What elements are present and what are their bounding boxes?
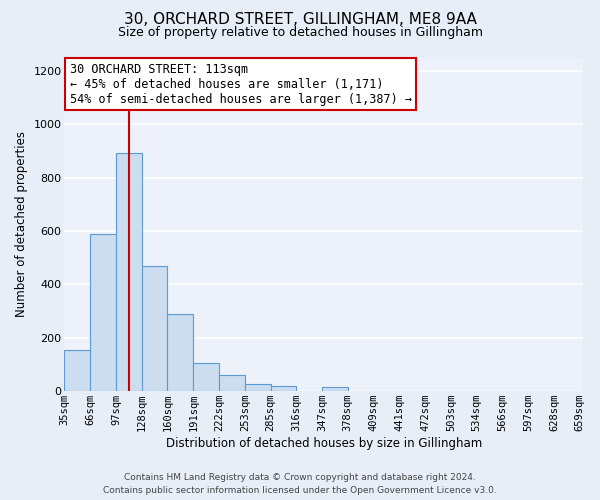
X-axis label: Distribution of detached houses by size in Gillingham: Distribution of detached houses by size … [166, 437, 482, 450]
Bar [64, 350, 90, 391]
Bar [90, 234, 116, 391]
Text: Size of property relative to detached houses in Gillingham: Size of property relative to detached ho… [118, 26, 482, 39]
Bar [116, 153, 142, 391]
Bar [142, 266, 167, 391]
Bar [219, 374, 245, 391]
Bar [167, 314, 193, 391]
Text: Contains HM Land Registry data © Crown copyright and database right 2024.
Contai: Contains HM Land Registry data © Crown c… [103, 474, 497, 495]
Text: 30, ORCHARD STREET, GILLINGHAM, ME8 9AA: 30, ORCHARD STREET, GILLINGHAM, ME8 9AA [124, 12, 476, 28]
Bar [193, 363, 219, 391]
Bar [322, 387, 348, 391]
Y-axis label: Number of detached properties: Number of detached properties [15, 132, 28, 318]
Bar [245, 384, 271, 391]
Text: 30 ORCHARD STREET: 113sqm
← 45% of detached houses are smaller (1,171)
54% of se: 30 ORCHARD STREET: 113sqm ← 45% of detac… [70, 62, 412, 106]
Bar [271, 386, 296, 391]
